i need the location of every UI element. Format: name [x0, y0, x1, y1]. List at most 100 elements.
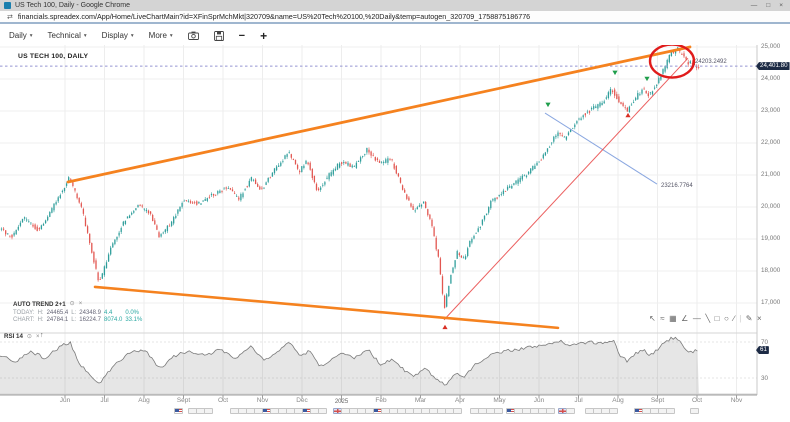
fib-grid-tool-icon[interactable]: ▦ [669, 314, 677, 323]
address-bar[interactable]: ⇄ financials.spreadex.com/App/Home/LiveC… [0, 11, 790, 24]
pencil-tool-icon[interactable]: ✎ [745, 314, 753, 323]
auto-trend-title: AUTO TREND 2+1 [13, 301, 66, 308]
legend-row-today: TODAY: H: 24465.4 L: 24348.9 4.4 0.0% [13, 310, 145, 317]
x-axis-month-label: Nov [730, 397, 743, 404]
price-level-annotation[interactable]: 24203.2492 [695, 58, 727, 65]
plain-flag-icon[interactable] [690, 408, 699, 414]
site-favicon [4, 2, 11, 9]
price-axis-label: 22,000 [761, 139, 781, 147]
today-low-value: 24348.9 [79, 310, 101, 316]
high-label: H: [37, 317, 44, 323]
arrow-up-icon[interactable]: ↑ [40, 332, 44, 339]
plain-flag-icon[interactable] [453, 408, 462, 414]
price-axis-label: 24,000 [761, 75, 781, 83]
rsi-value-badge: 61 [756, 346, 769, 355]
eye-icon[interactable]: ⊙ [69, 301, 75, 307]
eye-icon[interactable]: ⊙ [26, 334, 32, 340]
horizontal-line-tool-icon[interactable]: — [692, 314, 701, 323]
polyline-tool-icon[interactable]: ≈ [660, 314, 665, 323]
plain-flag-icon[interactable] [609, 408, 618, 414]
close-tool-icon[interactable]: × [756, 314, 762, 323]
highlight-circle-annotation[interactable] [648, 45, 696, 79]
chevron-down-icon: ▾ [130, 32, 134, 39]
x-axis-month-label: May [493, 397, 506, 404]
menu-timeframe[interactable]: Daily ▾ [9, 31, 33, 40]
trendline-tool-icon[interactable]: ╲ [705, 314, 711, 323]
x-axis-month-label: Apr [454, 397, 466, 404]
menu-display-label: Display [101, 31, 128, 40]
high-label: H: [37, 310, 44, 316]
menu-display[interactable]: Display ▾ [102, 31, 134, 40]
us-flag-icon[interactable] [174, 408, 183, 414]
url-text[interactable]: financials.spreadex.com/App/Home/LiveCha… [17, 12, 531, 21]
low-label: L: [71, 310, 77, 316]
plain-flag-icon[interactable] [318, 408, 327, 414]
plain-flag-icon[interactable] [566, 408, 575, 414]
menu-technical-label: Technical [47, 31, 81, 40]
rsi-axis-label: 70 [761, 338, 769, 346]
x-axis-month-label: Nov [256, 397, 269, 404]
price-axis-label: 19,000 [761, 235, 781, 243]
close-window-icon[interactable]: × [779, 2, 783, 9]
rsi-label-text: RSI 14 [4, 333, 23, 340]
x-axis-month-label: Oct [691, 397, 703, 404]
price-axis-label: 25,000 [761, 43, 781, 51]
auto-trend-legend: AUTO TREND 2+1 ⊙ × TODAY: H: 24465.4 L: … [13, 301, 145, 324]
site-info-icon[interactable]: ⇄ [7, 13, 13, 21]
price-chart-canvas[interactable] [0, 45, 790, 422]
plain-flag-icon[interactable] [546, 408, 555, 414]
zoom-out-icon[interactable]: − [238, 29, 246, 42]
maximize-icon[interactable]: □ [766, 2, 771, 9]
x-axis-month-label: Sept [650, 397, 665, 404]
chevron-down-icon: ▾ [29, 32, 33, 39]
today-change-value: 4.4 [103, 310, 113, 316]
x-axis-month-label: Aug [612, 397, 624, 404]
menu-more[interactable]: More ▾ [149, 31, 173, 40]
plain-flag-icon[interactable] [204, 408, 213, 414]
today-label: TODAY: [13, 310, 35, 316]
minimize-icon[interactable]: — [750, 2, 758, 9]
camera-icon[interactable] [187, 31, 199, 40]
rsi-axis-label: 30 [761, 374, 769, 382]
chart-high-value: 24784.1 [46, 317, 69, 323]
rectangle-tool-icon[interactable]: □ [714, 314, 720, 323]
chart-change-pct: 33.1% [125, 317, 143, 323]
chart-area[interactable]: US TECH 100, DAILY 24,401.80 61 24203.24… [0, 43, 790, 422]
menu-technical[interactable]: Technical ▾ [48, 31, 87, 40]
save-icon[interactable] [213, 30, 224, 41]
x-axis-year-label: 2025 [334, 399, 349, 405]
x-axis-month-label: Sept [176, 397, 191, 404]
cursor-tool-icon[interactable]: ↖ [649, 314, 656, 323]
trendline-value-annotation[interactable]: 23216.7764 [661, 182, 693, 189]
legend-row-chart: CHART: H: 24784.1 L: 16224.7 8074.0 33.1… [13, 317, 145, 324]
window-title: US Tech 100, Daily - Google Chrome [15, 2, 131, 9]
price-axis-label: 20,000 [761, 203, 781, 211]
today-high-value: 24465.4 [46, 310, 69, 316]
plain-flag-icon[interactable] [494, 408, 503, 414]
x-axis-month-label: Oct [217, 397, 229, 404]
x-axis-month-label: Jun [59, 397, 71, 404]
chart-change-value: 8074.0 [103, 317, 123, 323]
close-icon[interactable]: × [78, 301, 83, 307]
chart-label: CHART: [13, 317, 35, 323]
drawing-toolbar: ↖ ≈ ▦ ∠ — ╲ □ ○ ∕ | ✎ × [649, 314, 762, 323]
ray-tool-icon[interactable]: ∕ [733, 314, 735, 323]
price-axis-label: 18,000 [761, 267, 781, 275]
price-axis-label: 17,000 [761, 299, 781, 307]
zoom-in-icon[interactable]: + [260, 28, 268, 43]
price-axis-label: 21,000 [761, 171, 781, 179]
chart-low-value: 16224.7 [79, 317, 101, 323]
trend-channel-tool-icon[interactable]: ∠ [681, 314, 689, 323]
divider-tool-icon: | [739, 314, 742, 323]
chart-title: US TECH 100, DAILY [18, 53, 89, 60]
ellipse-tool-icon[interactable]: ○ [724, 314, 729, 323]
close-icon[interactable]: × [35, 333, 40, 340]
x-axis-month-label: Mar [414, 397, 427, 404]
low-label: L: [71, 317, 77, 323]
x-axis-month-label: Jul [100, 397, 109, 404]
window-titlebar: US Tech 100, Daily - Google Chrome — □ × [0, 0, 790, 11]
menu-timeframe-label: Daily [9, 31, 27, 40]
x-axis-month-label: Aug [138, 397, 150, 404]
plain-flag-icon[interactable] [666, 408, 675, 414]
